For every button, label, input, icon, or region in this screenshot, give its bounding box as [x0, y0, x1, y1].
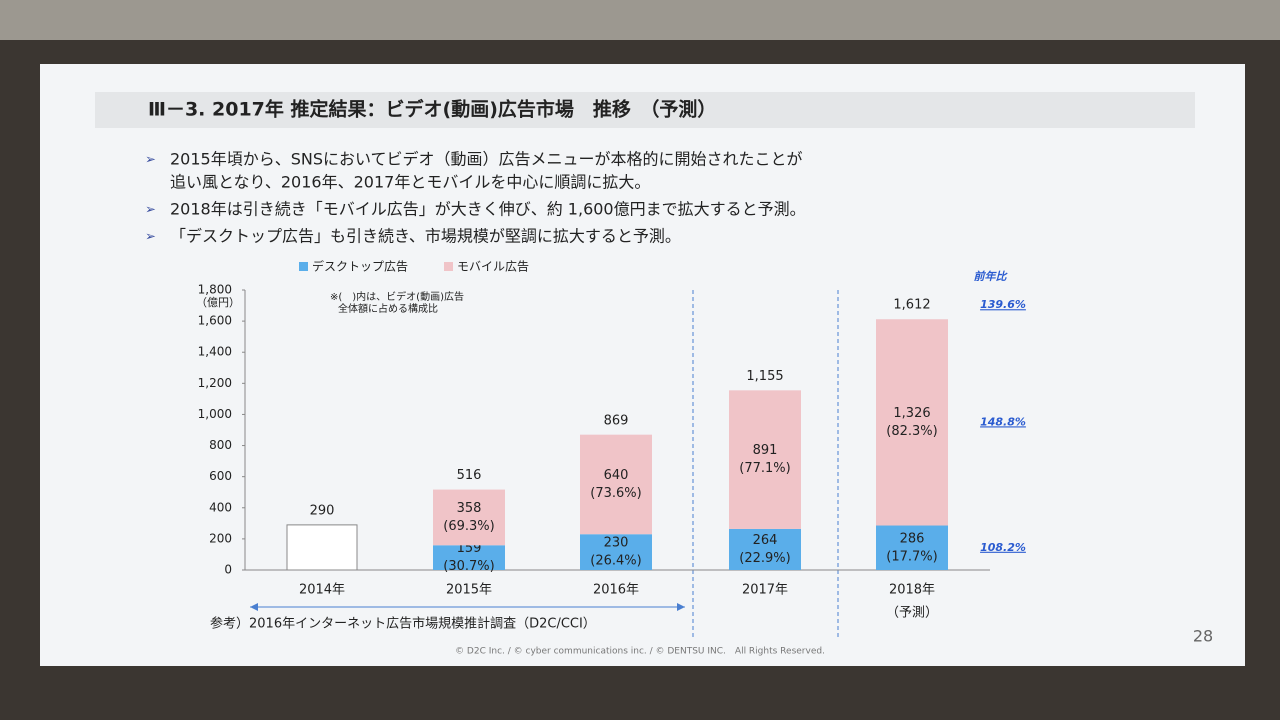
page-number: 28: [1193, 627, 1213, 646]
segment-label: 230: [604, 536, 629, 551]
bar-segment: [876, 525, 948, 570]
bullet-text: 2018年は引き続き「モバイル広告」が大きく伸び、約 1,600億円まで拡大する…: [170, 200, 806, 219]
legend-swatch: [444, 262, 453, 271]
bullet-text: 追い風となり、2016年、2017年とモバイルを中心に順調に拡大。: [170, 173, 650, 192]
total-label: 516: [457, 468, 482, 483]
bullet-marker: ➢: [145, 230, 156, 245]
share-label: (30.7%): [443, 559, 494, 574]
y-tick-label: 600: [209, 469, 232, 483]
segment-label: 358: [457, 501, 482, 516]
total-label: 869: [604, 413, 629, 428]
share-label: (26.4%): [590, 554, 641, 569]
x-tick-label: 2018年: [889, 583, 935, 598]
legend-label: デスクトップ広告: [312, 259, 408, 274]
note: 全体額に占める構成比: [338, 302, 438, 315]
total-label: 1,155: [746, 369, 783, 384]
bullet-marker: ➢: [145, 153, 156, 168]
share-label: (73.6%): [590, 486, 641, 501]
bar: [286, 524, 358, 571]
bullet-text: 「デスクトップ広告」も引き続き、市場規模が堅調に拡大すると予測。: [170, 227, 681, 246]
segment-label: 286: [900, 531, 925, 546]
y-tick-label: 400: [209, 500, 232, 514]
segment-label: 640: [604, 468, 629, 483]
yoy-label: 139.6%: [980, 298, 1026, 311]
share-label: (22.9%): [739, 551, 790, 566]
bar-segment: [580, 434, 652, 535]
yoy-title: 前年比: [974, 270, 1009, 283]
bullet-marker: ➢: [145, 203, 156, 218]
x-tick-label: 2016年: [593, 583, 639, 598]
total-label: 1,612: [893, 298, 930, 313]
y-tick-label: 1,800: [198, 283, 232, 297]
x-tick-note: （予測）: [886, 606, 938, 621]
bar-segment: [433, 545, 505, 570]
share-label: (69.3%): [443, 519, 494, 534]
segment-label: 264: [753, 533, 778, 548]
bar-segment: [433, 489, 505, 546]
x-tick-label: 2015年: [446, 583, 492, 598]
share-label: (17.7%): [886, 549, 937, 564]
y-tick-label: 200: [209, 531, 232, 545]
note: ※( )内は、ビデオ(動画)広告: [330, 290, 464, 303]
segment-label: 1,326: [893, 406, 930, 421]
y-axis-label: （億円）: [196, 296, 240, 309]
y-tick-label: 0: [224, 563, 232, 577]
y-tick-label: 1,200: [198, 376, 232, 390]
footer: © D2C Inc. / © cyber communications inc.…: [455, 647, 825, 657]
slide-title: Ⅲ－3. 2017年 推定結果：ビデオ(動画)広告市場 推移 （予測）: [148, 98, 716, 121]
share-label: (82.3%): [886, 424, 937, 439]
y-tick-label: 1,000: [198, 407, 232, 421]
yoy-label: 108.2%: [980, 541, 1026, 554]
y-tick-label: 1,400: [198, 345, 232, 359]
share-label: (77.1%): [739, 461, 790, 476]
source: 参考）2016年インターネット広告市場規模推計調査（D2C/CCI）: [210, 616, 596, 632]
total-label: 290: [310, 503, 335, 518]
bar-segment: [580, 534, 652, 570]
bar-segment: [876, 319, 948, 526]
bar-segment: [729, 528, 801, 570]
x-tick-label: 2017年: [742, 583, 788, 598]
x-tick-label: 2014年: [299, 583, 345, 598]
legend-label: モバイル広告: [457, 260, 529, 274]
ceiling: [0, 0, 1280, 40]
bar-segment: [729, 390, 801, 529]
legend-swatch: [299, 262, 308, 271]
segment-label: 891: [753, 443, 778, 458]
y-tick-label: 800: [209, 438, 232, 452]
y-tick-label: 1,600: [198, 314, 232, 328]
title-band: [95, 92, 1195, 128]
bullet-text: 2015年頃から、SNSにおいてビデオ（動画）広告メニューが本格的に開始されたこ…: [170, 150, 803, 169]
yoy-label: 148.8%: [980, 415, 1026, 428]
